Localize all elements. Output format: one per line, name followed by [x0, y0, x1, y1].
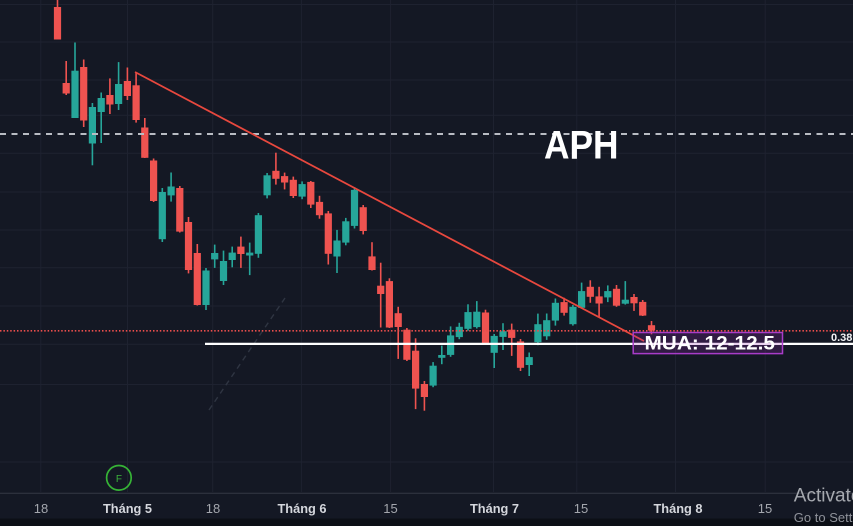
svg-text:MUA: 12-12.5: MUA: 12-12.5	[645, 334, 776, 355]
svg-text:18: 18	[206, 501, 220, 516]
svg-text:F: F	[116, 474, 122, 485]
svg-text:Go to Settings: Go to Settings	[794, 510, 853, 525]
svg-text:Tháng 7: Tháng 7	[470, 501, 519, 516]
svg-text:15: 15	[383, 501, 397, 516]
svg-text:18: 18	[34, 501, 48, 516]
svg-text:Activate Wi: Activate Wi	[794, 485, 853, 506]
svg-text:Tháng 8: Tháng 8	[653, 501, 702, 516]
svg-text:15: 15	[758, 501, 772, 516]
svg-text:Tháng 6: Tháng 6	[277, 501, 326, 516]
svg-text:Tháng 5: Tháng 5	[103, 501, 152, 516]
svg-text:APH: APH	[544, 124, 619, 168]
svg-text:0.38: 0.38	[831, 332, 852, 344]
svg-text:15: 15	[574, 501, 588, 516]
